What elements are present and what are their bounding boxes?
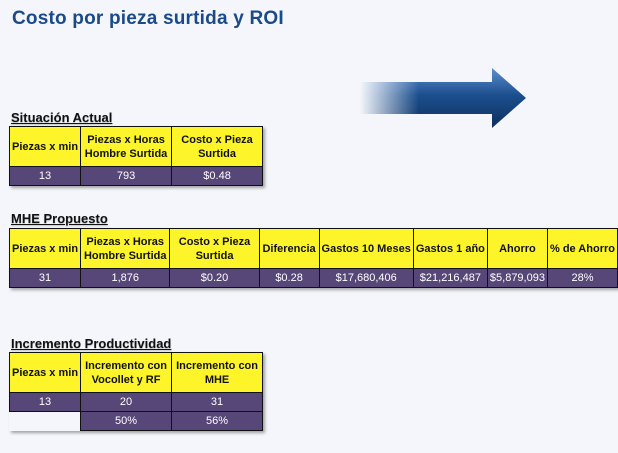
header-porcentaje-ahorro: % de Ahorro [546,228,618,269]
header-ahorro: Ahorro [486,228,548,269]
value-ahorro: $5,879,093 [486,268,548,288]
value-costo-pieza: $0.20 [169,268,260,288]
header-costo-pieza: Costo x Pieza Surtida [171,126,264,167]
section-incremento-productividad-label: Incremento Productividad [11,336,172,351]
page-title: Costo por pieza surtida y ROI [12,8,284,29]
value-costo-pieza: $0.48 [171,166,264,186]
value-piezas-horas: 1,876 [80,268,171,288]
header-costo-pieza: Costo x Pieza Surtida [169,228,260,269]
value-incremento-mhe: 31 [171,392,264,412]
value-piezas-min: 31 [8,268,82,288]
header-piezas-horas: Piezas x Horas Hombre Surtida [80,126,173,167]
value-gastos-1-ano: $21,216,487 [412,268,488,288]
percent-incremento-mhe: 56% [171,411,264,431]
header-incremento-mhe: Incremento con MHE [171,352,264,393]
section-situacion-actual-label: Situación Actual [11,110,113,125]
header-incremento-vocollet: Incremento con Vocollet y RF [80,352,173,393]
header-piezas-min: Piezas x min [8,126,82,167]
section-mhe-propuesto-label: MHE Propuesto [11,211,108,226]
header-gastos-1-ano: Gastos 1 año [412,228,488,269]
value-diferencia: $0.28 [258,268,320,288]
value-piezas-horas: 793 [80,166,173,186]
value-gastos-10-meses: $17,680,406 [318,268,414,288]
header-piezas-min: Piezas x min [8,228,82,269]
incremento-productividad-table: Piezas x min Incremento con Vocollet y R… [8,352,264,431]
header-piezas-horas: Piezas x Horas Hombre Surtida [80,228,171,269]
percent-incremento-vocollet: 50% [80,411,173,431]
value-piezas-min: 13 [8,166,82,186]
right-arrow-icon [360,68,528,130]
value-porcentaje-ahorro: 28% [546,268,618,288]
mhe-propuesto-table: Piezas x min Piezas x Horas Hombre Surti… [8,228,618,288]
header-diferencia: Diferencia [258,228,320,269]
value-piezas-min: 13 [8,392,82,412]
blank-cell [10,412,81,431]
header-piezas-min: Piezas x min [8,352,82,393]
situacion-actual-table: Piezas x min Piezas x Horas Hombre Surti… [8,126,264,186]
header-gastos-10-meses: Gastos 10 Meses [318,228,414,269]
value-incremento-vocollet: 20 [80,392,173,412]
